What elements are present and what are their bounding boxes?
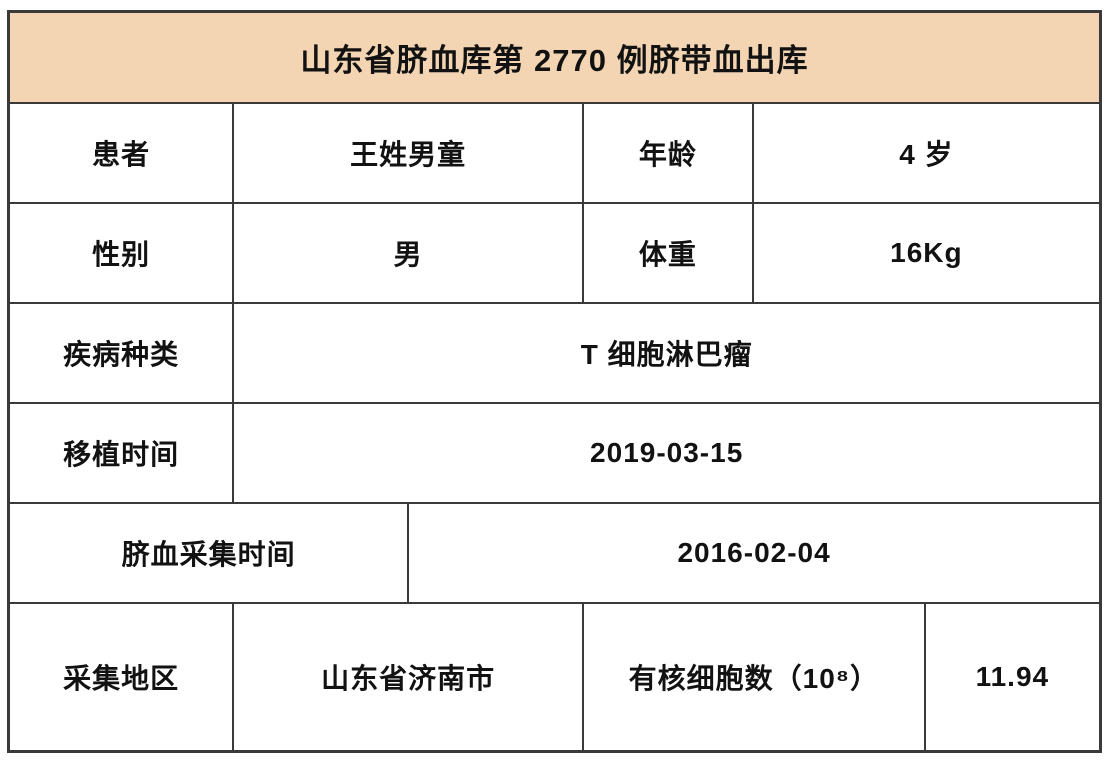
value-cell: 王姓男童 <box>232 101 584 204</box>
value-cell: 山东省济南市 <box>232 601 584 753</box>
value-cell: T 细胞淋巴瘤 <box>232 301 1102 404</box>
label-cell: 性别 <box>7 201 235 304</box>
value-cell: 2019-03-15 <box>232 401 1102 504</box>
table-header-row: 山东省脐血库第 2770 例脐带血出库 <box>7 10 1102 104</box>
label-cell: 体重 <box>581 201 754 304</box>
label-cell: 采集地区 <box>7 601 235 753</box>
table-row: 脐血采集时间 2016-02-04 <box>7 501 1102 604</box>
table-row: 性别男体重 16Kg <box>7 201 1102 304</box>
table-row: 疾病种类 T 细胞淋巴瘤 <box>7 301 1102 404</box>
label-cell: 年龄 <box>581 101 754 204</box>
label-cell: 患者 <box>7 101 235 204</box>
table-row: 移植时间 2019-03-15 <box>7 401 1102 504</box>
value-cell: 2016-02-04 <box>407 501 1102 604</box>
table-body: 患者 王姓男童 年龄 4 岁性别男体重 16Kg 疾病种类 T 细胞淋巴瘤 移植时间 2019-… <box>7 101 1102 753</box>
cord-blood-info-table: 山东省脐血库第 2770 例脐带血出库 患者 王姓男童 年龄 4 岁性别男体重 16Kg… <box>7 10 1102 753</box>
value-cell: 16Kg <box>751 201 1102 304</box>
table-row: 采集地区 山东省济南市 有核细胞数（10⁸） 11.94 <box>7 601 1102 753</box>
label-cell: 有核细胞数（10⁸） <box>581 601 926 753</box>
label-cell: 移植时间 <box>7 401 235 504</box>
label-cell: 疾病种类 <box>7 301 235 404</box>
value-cell: 男 <box>232 201 584 304</box>
label-cell: 脐血采集时间 <box>7 501 410 604</box>
value-cell: 11.94 <box>923 601 1102 753</box>
cord-blood-record: 山东省脐血库第 2770 例脐带血出库 患者 王姓男童 年龄 4 岁性别男体重 16Kg… <box>7 10 1102 753</box>
table-title: 山东省脐血库第 2770 例脐带血出库 <box>7 10 1102 104</box>
value-cell: 4 岁 <box>751 101 1102 204</box>
table-row: 患者 王姓男童 年龄 4 岁 <box>7 101 1102 204</box>
